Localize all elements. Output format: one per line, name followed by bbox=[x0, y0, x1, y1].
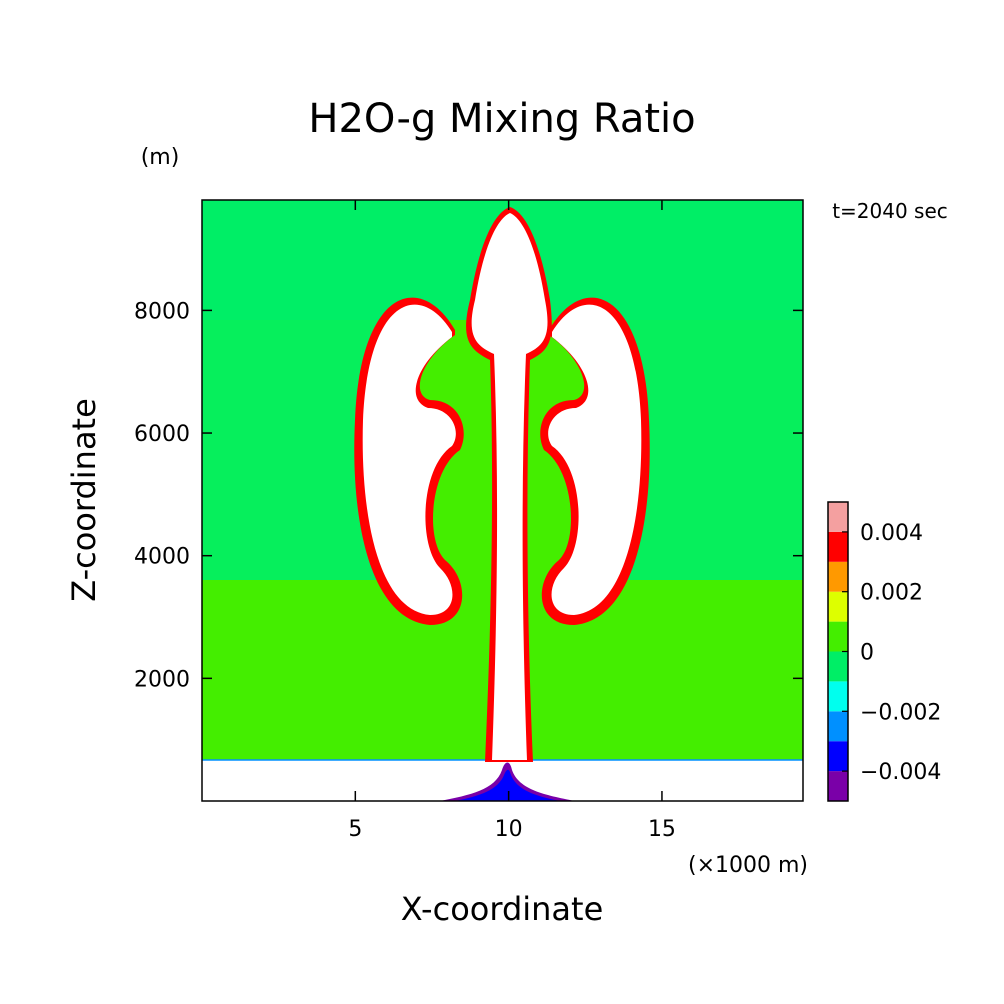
y-ticks: 2000 4000 6000 8000 bbox=[134, 299, 803, 692]
colorbar-swatch bbox=[828, 771, 848, 801]
colorbar-swatch bbox=[828, 531, 848, 562]
colorbar-swatch bbox=[828, 651, 848, 682]
colorbar-swatch bbox=[828, 741, 848, 772]
source-plume-inner bbox=[455, 769, 560, 801]
x-tick-label: 5 bbox=[348, 817, 362, 842]
colorbar-swatch bbox=[828, 711, 848, 742]
colorbar-tick-label: 0 bbox=[860, 641, 874, 666]
time-label: t=2040 sec bbox=[832, 199, 948, 223]
x-tick-label: 10 bbox=[495, 817, 523, 842]
y-tick-label: 8000 bbox=[134, 299, 190, 324]
colorbar-swatch bbox=[828, 681, 848, 712]
colorbar-swatch bbox=[828, 621, 848, 652]
colorbar-swatch bbox=[828, 502, 848, 532]
left-lobe-core bbox=[362, 304, 456, 615]
y-axis-label: Z-coordinate bbox=[65, 398, 103, 602]
colorbar: −0.004 −0.002 0 0.002 0.004 bbox=[827, 501, 941, 802]
mixing-ratio-field bbox=[202, 200, 803, 801]
right-lobe-core bbox=[548, 304, 642, 615]
x-axis-label: X-coordinate bbox=[401, 890, 604, 928]
colorbar-tick-label: −0.002 bbox=[860, 700, 941, 725]
stem-core bbox=[471, 213, 548, 760]
y-tick-label: 2000 bbox=[134, 667, 190, 692]
y-unit-label: (m) bbox=[141, 145, 180, 170]
colorbar-swatch bbox=[828, 591, 848, 622]
y-tick-label: 6000 bbox=[134, 422, 190, 447]
colorbar-tick-label: 0.004 bbox=[860, 521, 923, 546]
colorbar-tick-label: −0.004 bbox=[860, 760, 941, 785]
x-ticks: 5 10 15 bbox=[348, 200, 676, 842]
colorbar-swatch bbox=[828, 561, 848, 592]
plot-frame bbox=[201, 199, 804, 802]
y-tick-label: 4000 bbox=[134, 545, 190, 570]
x-tick-label: 15 bbox=[648, 817, 676, 842]
x-unit-label: (×1000 m) bbox=[688, 853, 808, 878]
colorbar-tick-label: 0.002 bbox=[860, 581, 923, 606]
chart-title: H2O-g Mixing Ratio bbox=[308, 96, 695, 142]
